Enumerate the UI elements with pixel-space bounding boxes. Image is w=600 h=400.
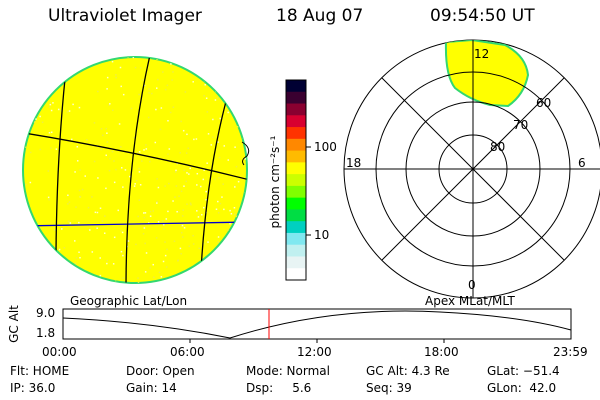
altitude-x-ticks xyxy=(189,339,445,343)
orbit-altitude-curve xyxy=(62,310,572,339)
mlt-label-0: 0 xyxy=(468,278,476,292)
date-label: 18 Aug 07 xyxy=(276,6,364,26)
colorbar-segment xyxy=(286,80,306,93)
colorbar-segment xyxy=(286,197,306,210)
colorbar-segment xyxy=(286,150,306,163)
colorbar-segment xyxy=(286,127,306,140)
colorbar-segment xyxy=(286,221,306,234)
mlat-label-70: 70 xyxy=(513,118,529,132)
colorbar-unit-label: photon cm⁻²s⁻¹ xyxy=(268,135,282,229)
colorbar-segment xyxy=(286,174,306,187)
colorbar-segment xyxy=(286,232,306,246)
earth-disk xyxy=(22,56,248,284)
altitude-y-tick-max: 9.0 xyxy=(36,306,56,320)
status-gain: Gain: 14 xyxy=(126,381,177,395)
time-tick-2359: 23:59 xyxy=(553,345,588,359)
status-mode: Mode: Normal xyxy=(246,364,330,378)
colorbar xyxy=(286,80,306,281)
mlt-label-18: 18 xyxy=(346,156,362,170)
meridian-line xyxy=(125,57,151,283)
colorbar-segment xyxy=(286,103,306,116)
time-tick-0600: 06:00 xyxy=(170,345,205,359)
mlt-label-6: 6 xyxy=(578,156,586,170)
colorbar-segment xyxy=(286,138,306,152)
colorbar-segment xyxy=(286,256,306,269)
status-seq: Seq: 39 xyxy=(366,381,412,395)
time-tick-1800: 18:00 xyxy=(424,345,459,359)
colorbar-segment xyxy=(286,268,306,281)
mlat-label-80: 80 xyxy=(490,140,506,154)
polar-grid xyxy=(344,40,600,298)
status-ip: IP: 36.0 xyxy=(10,381,56,395)
colorbar-segment xyxy=(286,162,306,175)
time-tick-1200: 12:00 xyxy=(297,345,332,359)
instrument-title: Ultraviolet Imager xyxy=(48,6,202,26)
status-glon: GLon: 42.0 xyxy=(487,381,557,395)
latitude-line xyxy=(23,131,247,181)
colorbar-segment xyxy=(286,91,306,105)
time-label: 09:54:50 UT xyxy=(430,6,535,26)
geographic-grid-label: Geographic Lat/Lon xyxy=(70,294,188,308)
colorbar-segment xyxy=(286,209,306,222)
mlt-spoke xyxy=(381,77,565,261)
status-flight: Flt: HOME xyxy=(10,364,70,378)
colorbar-segment xyxy=(286,185,306,199)
apex-grid-label: Apex MLat/MLT xyxy=(425,294,515,308)
coastline-fragment xyxy=(241,141,250,166)
altitude-y-tick-min: 1.8 xyxy=(36,326,56,340)
mlt-label-12: 12 xyxy=(474,47,490,61)
time-tick-0000: 00:00 xyxy=(42,345,77,359)
colorbar-tick-label-100: 100 xyxy=(314,140,337,154)
status-glat: GLat: −51.4 xyxy=(487,364,560,378)
colorbar-segment xyxy=(286,244,306,257)
status-door: Door: Open xyxy=(126,364,195,378)
status-dsp: Dsp: 5.6 xyxy=(246,381,312,395)
status-gc-alt: GC Alt: 4.3 Re xyxy=(366,364,450,378)
colorbar-frame xyxy=(285,79,307,281)
mlat-label-60: 60 xyxy=(536,96,552,110)
altitude-y-label: GC Alt xyxy=(7,305,21,343)
colorbar-tick-label-10: 10 xyxy=(314,228,330,242)
colorbar-segment xyxy=(286,115,306,128)
